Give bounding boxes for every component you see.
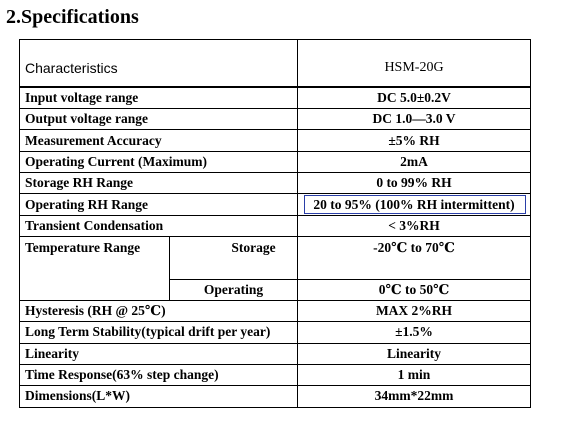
- temperature-split-divider: [169, 279, 531, 280]
- row-value-transient-condensation: < 3%RH: [388, 218, 440, 233]
- temperature-sub-storage: Storage: [231, 240, 276, 255]
- header-characteristics: Characteristics: [25, 60, 118, 76]
- section-title: 2.Specifications: [6, 6, 139, 28]
- row-divider: [19, 236, 531, 237]
- row-value-measurement-accuracy: ±5% RH: [388, 133, 440, 148]
- row-value-output-voltage: DC 1.0—3.0 V: [372, 111, 456, 126]
- row-divider: [19, 108, 531, 109]
- row-divider: [19, 215, 531, 216]
- row-value-operating-current: 2mA: [400, 154, 428, 169]
- temperature-value-storage: -20℃ to 70℃: [373, 240, 455, 255]
- row-label-input-voltage: Input voltage range: [25, 90, 139, 105]
- row-value-input-voltage: DC 5.0±0.2V: [377, 90, 451, 105]
- temperature-sub-operating: Operating: [203, 282, 264, 297]
- table-border-bottom: [19, 407, 531, 408]
- row-value-linearity: Linearity: [387, 346, 441, 361]
- row-divider: [19, 172, 531, 173]
- header-divider: [19, 86, 531, 88]
- row-label-measurement-accuracy: Measurement Accuracy: [25, 133, 162, 148]
- row-value-dimensions: 34mm*22mm: [374, 388, 454, 403]
- header-model: HSM-20G: [384, 60, 444, 75]
- row-value-operating-rh: 20 to 95% (100% RH intermittent): [313, 197, 515, 212]
- temperature-subcolumn-divider: [169, 236, 170, 300]
- row-label-output-voltage: Output voltage range: [25, 111, 148, 126]
- row-label-dimensions: Dimensions(L*W): [25, 388, 131, 403]
- row-label-time-response: Time Response(63% step change): [25, 367, 219, 382]
- row-label-operating-current: Operating Current (Maximum): [25, 154, 207, 169]
- table-border-right: [530, 39, 531, 408]
- selection-highlight: [304, 195, 526, 214]
- row-label-hysteresis: Hysteresis (RH @ 25℃): [25, 303, 166, 318]
- row-divider: [19, 321, 531, 322]
- temperature-value-operating: 0℃ to 50℃: [378, 282, 450, 297]
- row-value-long-term-stability: ±1.5%: [395, 324, 433, 339]
- row-divider: [19, 343, 531, 344]
- row-label-long-term-stability: Long Term Stability(typical drift per ye…: [25, 324, 271, 339]
- column-divider: [297, 39, 298, 408]
- row-value-time-response: 1 min: [397, 367, 431, 382]
- row-value-storage-rh: 0 to 99% RH: [376, 175, 452, 190]
- row-label-transient-condensation: Transient Condensation: [25, 218, 164, 233]
- row-value-hysteresis: MAX 2%RH: [375, 303, 453, 318]
- row-divider: [19, 129, 531, 130]
- row-divider: [19, 364, 531, 365]
- row-divider: [19, 300, 531, 301]
- table-border-top: [19, 39, 531, 40]
- table-border-left: [19, 39, 20, 408]
- specifications-table: Characteristics HSM-20G Input voltage ra…: [19, 39, 531, 408]
- row-label-temperature-range: Temperature Range: [25, 240, 141, 255]
- row-divider: [19, 193, 531, 194]
- row-divider: [19, 151, 531, 152]
- row-label-linearity: Linearity: [25, 346, 79, 361]
- row-label-storage-rh: Storage RH Range: [25, 175, 133, 190]
- row-divider: [19, 385, 531, 386]
- row-label-operating-rh: Operating RH Range: [25, 197, 148, 212]
